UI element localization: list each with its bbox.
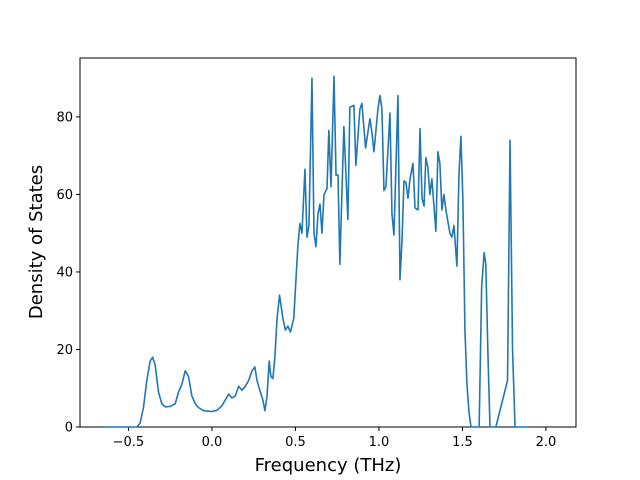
y-tick-label: 40 [56, 265, 73, 280]
x-tick-label: 0.5 [285, 435, 306, 450]
x-tick-label: −0.5 [113, 435, 145, 450]
axes-frame [79, 57, 577, 428]
x-tick-label: 1.0 [369, 435, 390, 450]
x-tick-label: 0.0 [202, 435, 223, 450]
x-tick-label: 1.5 [452, 435, 473, 450]
y-tick-label: 80 [56, 110, 73, 125]
x-axis-label: Frequency (THz) [255, 455, 402, 476]
x-tick-label: 2.0 [536, 435, 557, 450]
y-tick-label: 0 [65, 421, 73, 436]
y-tick-label: 60 [56, 188, 73, 203]
data-line [103, 75, 530, 428]
y-axis-label: Density of States [26, 165, 47, 319]
y-tick-label: 20 [56, 343, 73, 358]
